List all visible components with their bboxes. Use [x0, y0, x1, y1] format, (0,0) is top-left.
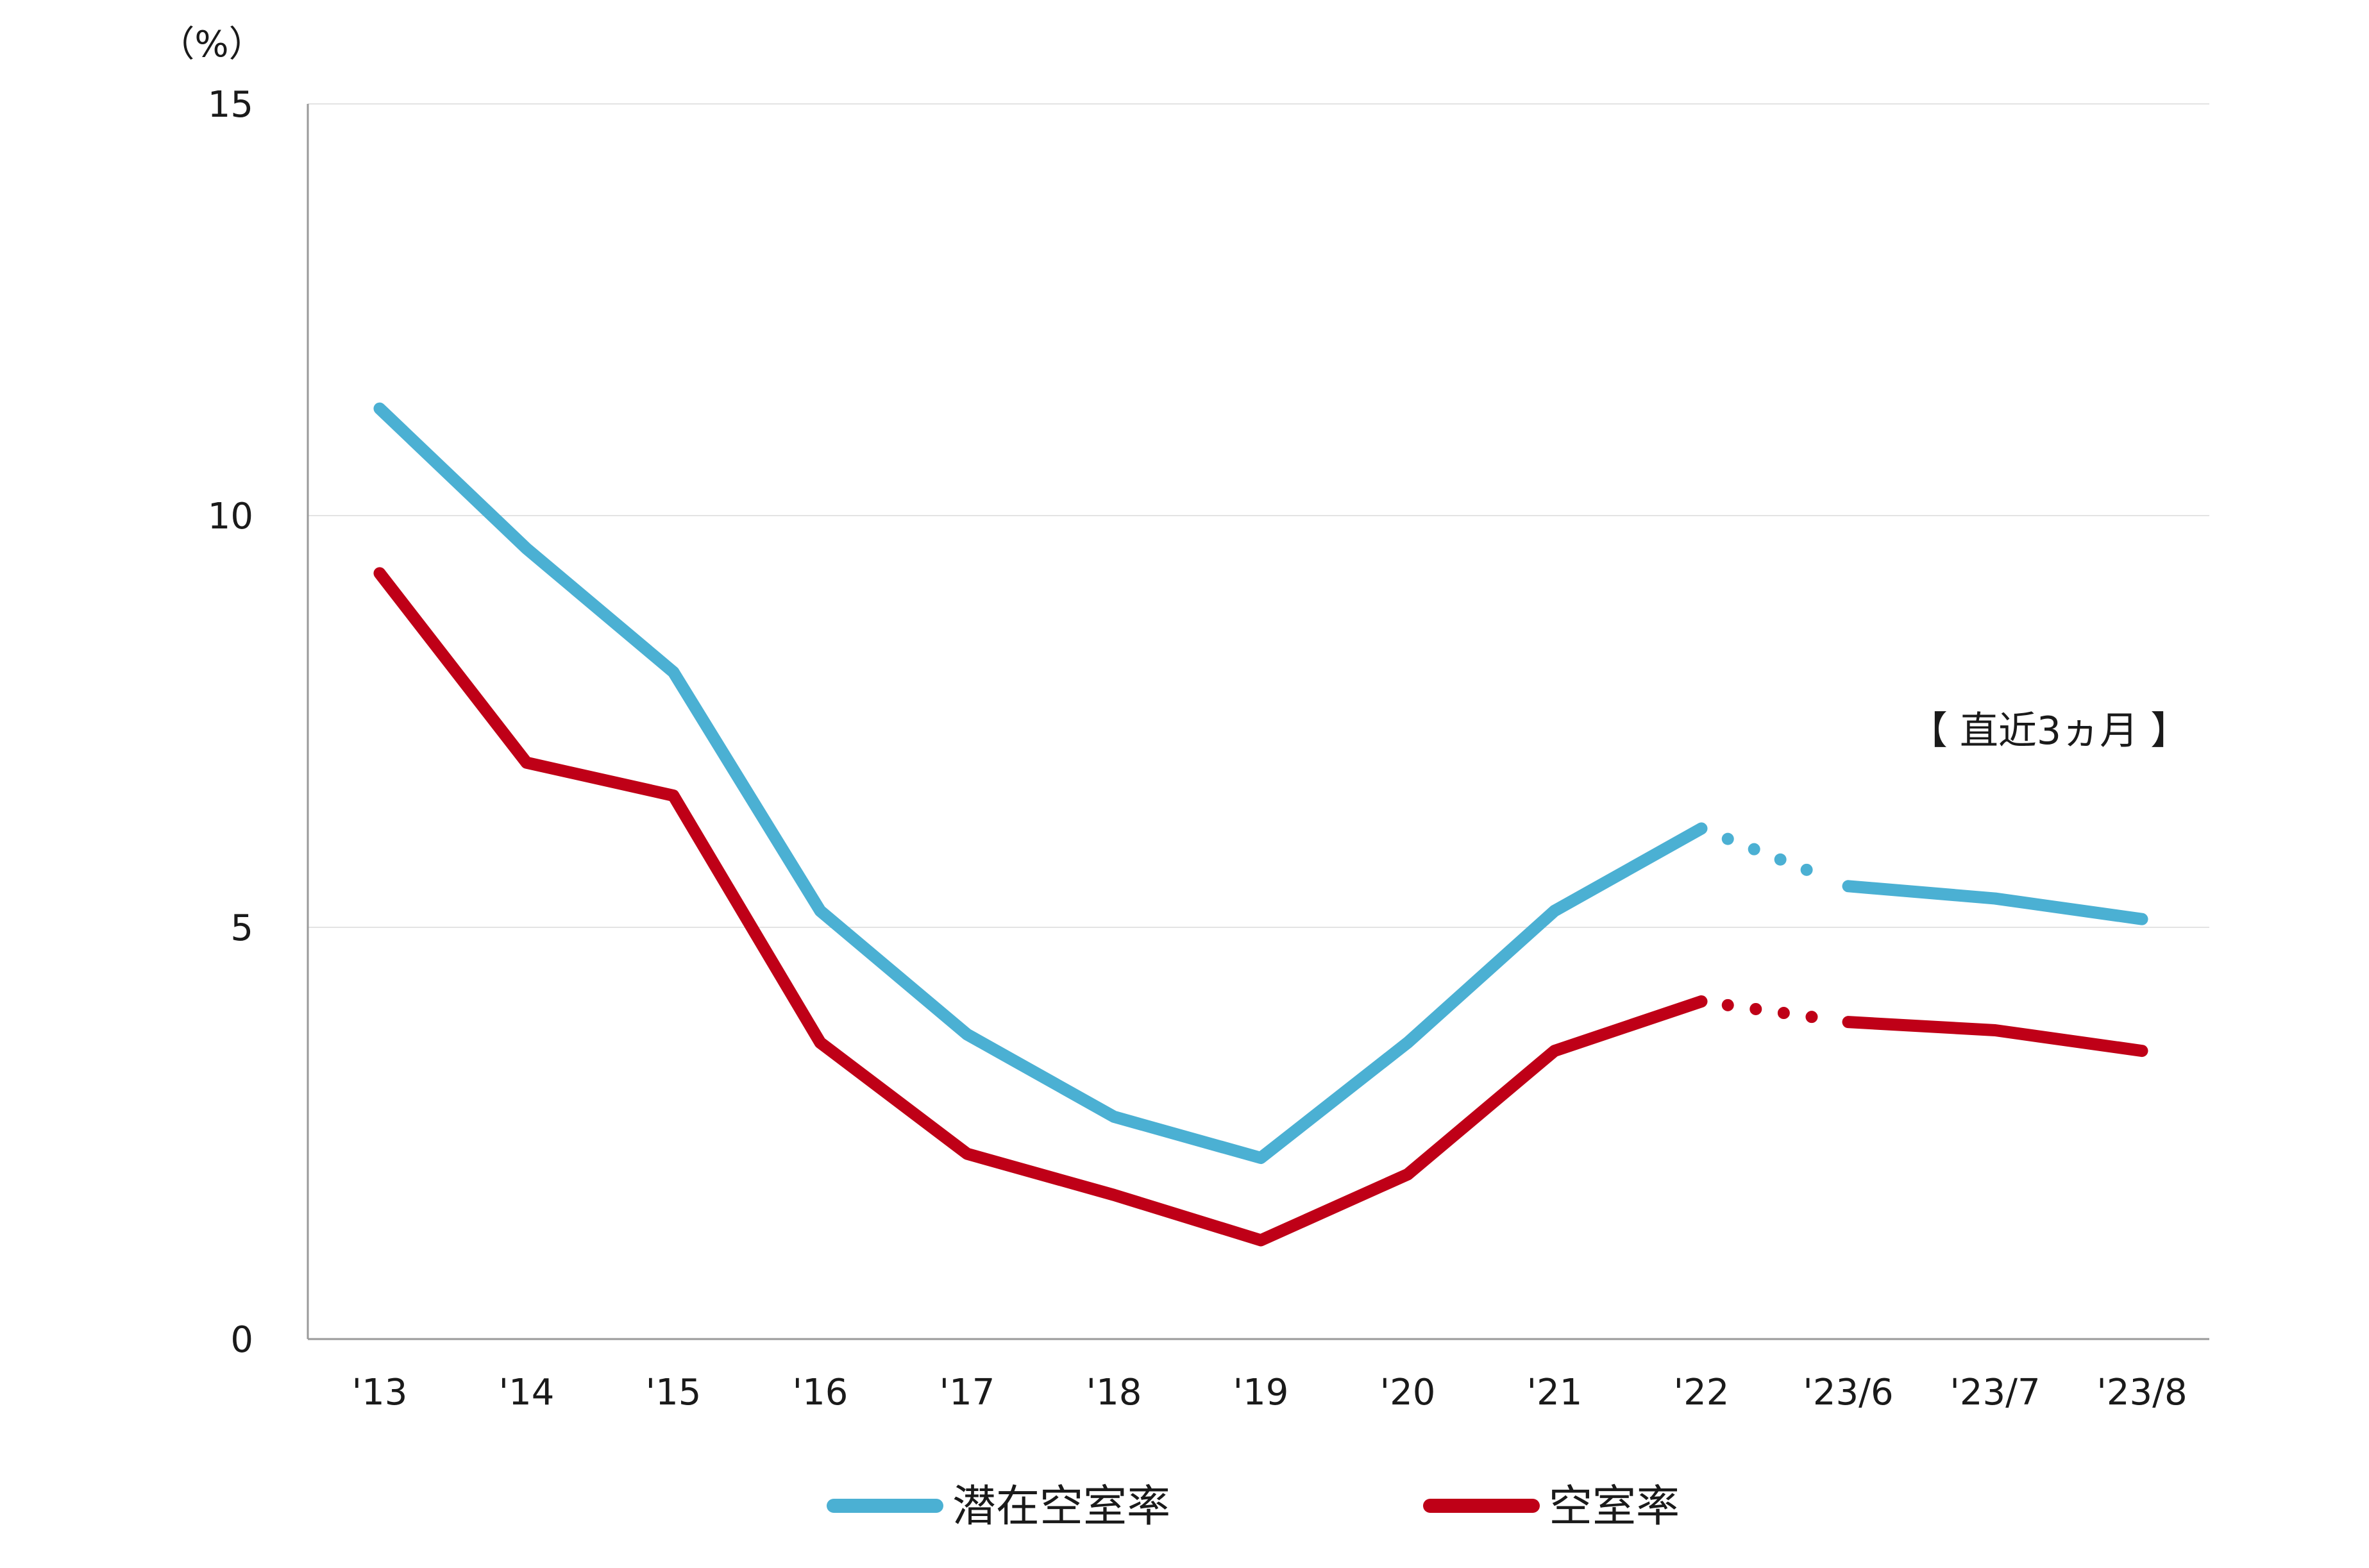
y-tick-label: 0: [230, 1319, 253, 1361]
legend-label: 空室率: [1549, 1481, 1680, 1532]
x-tick-label: '14: [499, 1372, 555, 1413]
x-tick-label: '17: [940, 1372, 995, 1413]
x-tick-label: '23/8: [2096, 1372, 2187, 1413]
x-tick-label: '23/7: [1950, 1372, 2040, 1413]
x-tick-label: '19: [1233, 1372, 1289, 1413]
x-tick-label: '15: [646, 1372, 702, 1413]
x-tick-label: '20: [1380, 1372, 1436, 1413]
legend: 潜在空室率 空室率: [827, 1481, 1680, 1532]
y-tick-labels: 0 5 10 15: [208, 84, 253, 1361]
y-tick-label: 10: [208, 496, 253, 537]
x-tick-label: '18: [1086, 1372, 1142, 1413]
series-potential-vacancy-monthly-line: [1842, 880, 2148, 925]
y-axis-unit-label: （%）: [158, 24, 264, 65]
y-tick-label: 5: [230, 907, 253, 949]
series-vacancy-monthly-line: [1842, 1016, 2148, 1058]
series-vacancy-annual-line: [373, 567, 1708, 1247]
gridlines: [308, 103, 2209, 928]
x-tick-label: '21: [1527, 1372, 1583, 1413]
x-tick-label: '13: [352, 1372, 408, 1413]
series-potential-vacancy-dotted-connector: [1721, 832, 1828, 882]
x-tick-labels: '13 '14 '15 '16 '17 '18 '19 '20 '21 '22 '23/6 '23/7…: [352, 1372, 2188, 1413]
recent-three-months-annotation: 【 直近3ヵ月 】: [1909, 709, 2189, 754]
x-tick-label: '23/6: [1803, 1372, 1893, 1413]
series-potential-vacancy-annual-line: [373, 402, 1708, 1165]
y-tick-label: 15: [208, 84, 253, 126]
legend-label: 潜在空室率: [952, 1481, 1170, 1532]
x-tick-label: '16: [793, 1372, 848, 1413]
x-tick-label: '22: [1674, 1372, 1730, 1413]
series-lines: [373, 402, 2148, 1247]
series-vacancy-dotted-connector: [1721, 999, 1828, 1025]
